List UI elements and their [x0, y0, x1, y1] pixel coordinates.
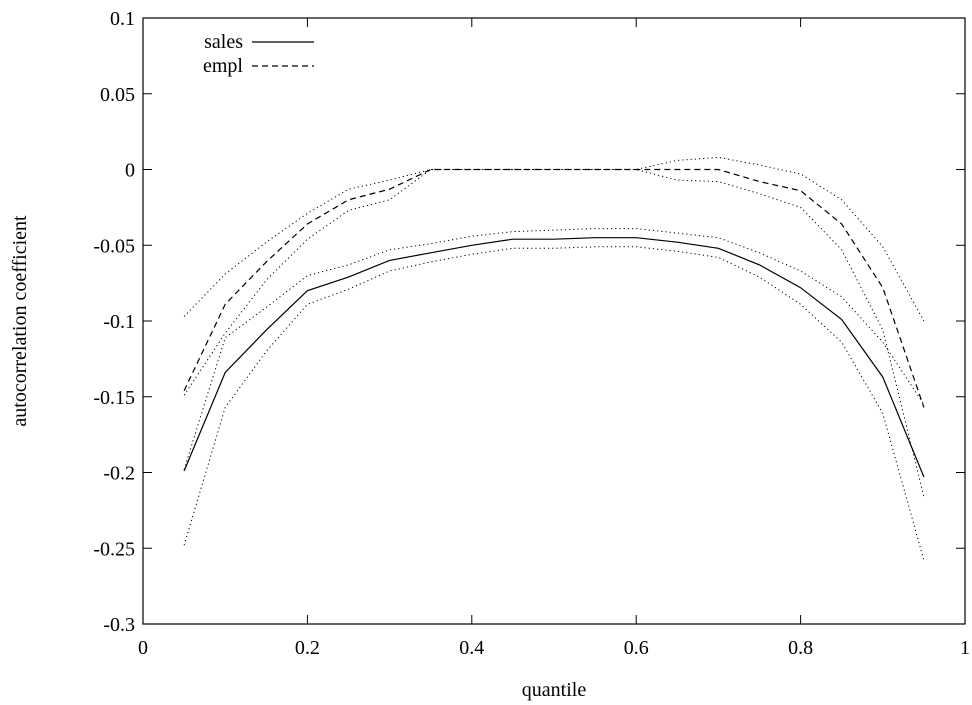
x-tick-label: 0	[138, 637, 148, 659]
series-line-band-3	[183, 228, 925, 470]
x-tick-label: 1	[960, 637, 970, 659]
y-tick-label: -0.1	[103, 311, 135, 333]
y-tick-label: -0.05	[93, 235, 135, 257]
x-tick-label: 0.2	[295, 637, 320, 659]
y-tick-label: -0.3	[103, 614, 135, 636]
x-tick-label: 0.8	[788, 637, 813, 659]
y-tick-label: -0.2	[103, 463, 135, 485]
tick-labels: 0 0.2 0.4 0.6 0.8 1 -0.3 -0.25 -0.2 -0.15 -0.1 -0.0…	[93, 8, 970, 659]
y-tick-label: -0.25	[93, 538, 135, 560]
ticks	[142, 17, 966, 625]
legend-label: empl	[203, 55, 243, 77]
series-line-empl	[183, 168, 925, 408]
x-tick-label: 0.4	[459, 637, 484, 659]
plot-frame	[142, 17, 966, 625]
y-tick-label: 0	[125, 160, 135, 182]
x-axis-title: quantile	[522, 679, 587, 701]
series-line-band-5	[183, 156, 925, 322]
series-lines	[183, 156, 925, 561]
series-line-band-2	[183, 246, 925, 561]
legend-label: sales	[204, 31, 243, 53]
series-line-band-4	[183, 169, 925, 497]
y-tick-label: -0.15	[93, 387, 135, 409]
x-tick-label: 0.6	[624, 637, 649, 659]
y-tick-label: 0.05	[100, 84, 135, 106]
series-line-sales	[183, 237, 925, 478]
y-axis-title: autocorrelation coefficient	[9, 215, 31, 427]
y-tick-label: 0.1	[110, 8, 135, 30]
